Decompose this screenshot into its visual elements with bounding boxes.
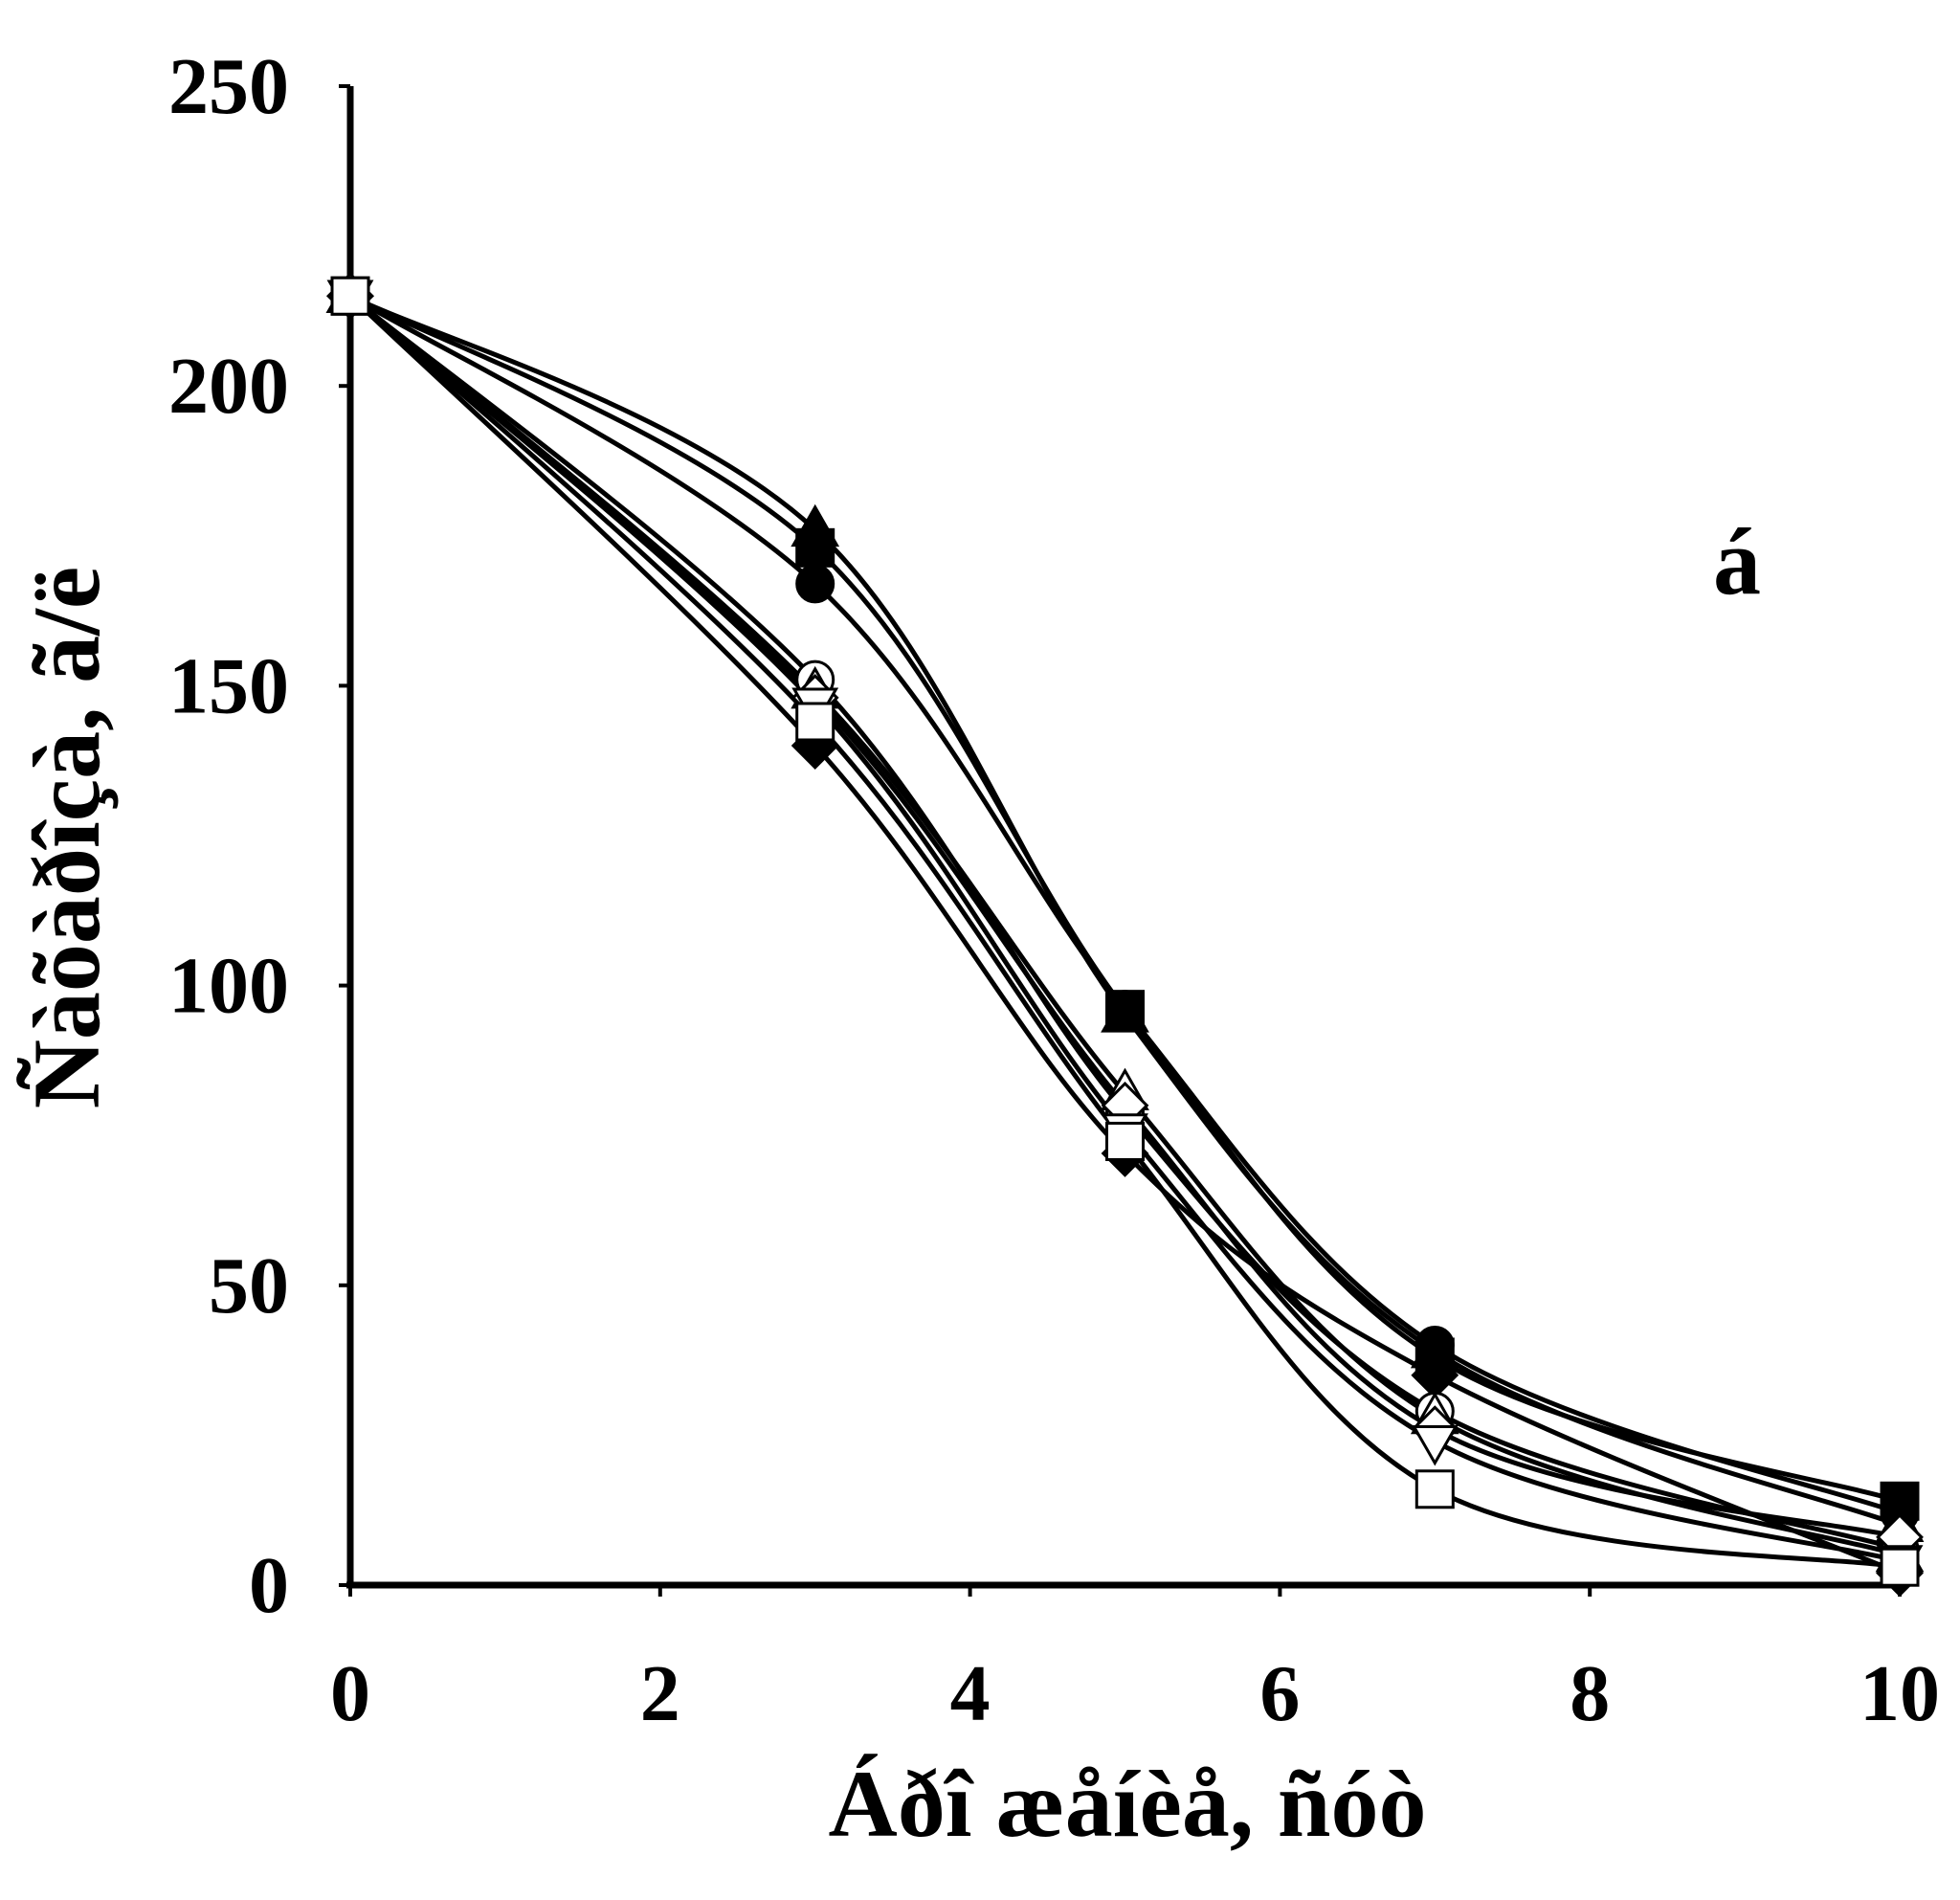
x-tick-label: 0 (330, 1649, 370, 1738)
data-point (1105, 990, 1145, 1030)
x-axis-title: Áðî æåíèå, ñóò (829, 1751, 1427, 1857)
data-point (795, 564, 835, 604)
panel-letter: á (1713, 508, 1761, 615)
y-tick-label: 0 (249, 1541, 289, 1630)
x-tick-label: 2 (640, 1649, 680, 1738)
y-tick-label: 50 (209, 1241, 289, 1330)
data-point (1411, 1424, 1459, 1466)
y-tick-label: 150 (168, 641, 289, 730)
series-line (348, 294, 1901, 1558)
y-axis-title: Ñàõàðîçà, ã/ë (13, 567, 120, 1109)
data-point (330, 276, 370, 316)
x-tick-label: 8 (1570, 1649, 1610, 1738)
x-tick-label: 6 (1259, 1649, 1300, 1738)
x-tick-label: 10 (1860, 1649, 1940, 1738)
x-ticks: 0 2 4 6 8 10 (330, 1585, 1940, 1738)
series-line (348, 294, 1901, 1552)
series-markers (325, 270, 1925, 1598)
x-tick-label: 4 (950, 1649, 991, 1738)
series-lines (348, 293, 1901, 1576)
data-point (1880, 1547, 1920, 1587)
y-tick-label: 250 (168, 42, 289, 131)
y-tick-label: 100 (168, 942, 289, 1031)
data-point (795, 702, 835, 742)
series-line (348, 293, 1901, 1528)
data-point (795, 527, 835, 568)
data-point (1105, 1121, 1145, 1161)
y-tick-label: 200 (168, 342, 289, 431)
plot-area: 0 50 100 150 200 250 0 2 4 6 8 10 (168, 42, 1940, 1738)
y-ticks: 0 50 100 150 200 250 (168, 42, 350, 1630)
series-line (348, 294, 1901, 1576)
data-point (1414, 1469, 1455, 1509)
